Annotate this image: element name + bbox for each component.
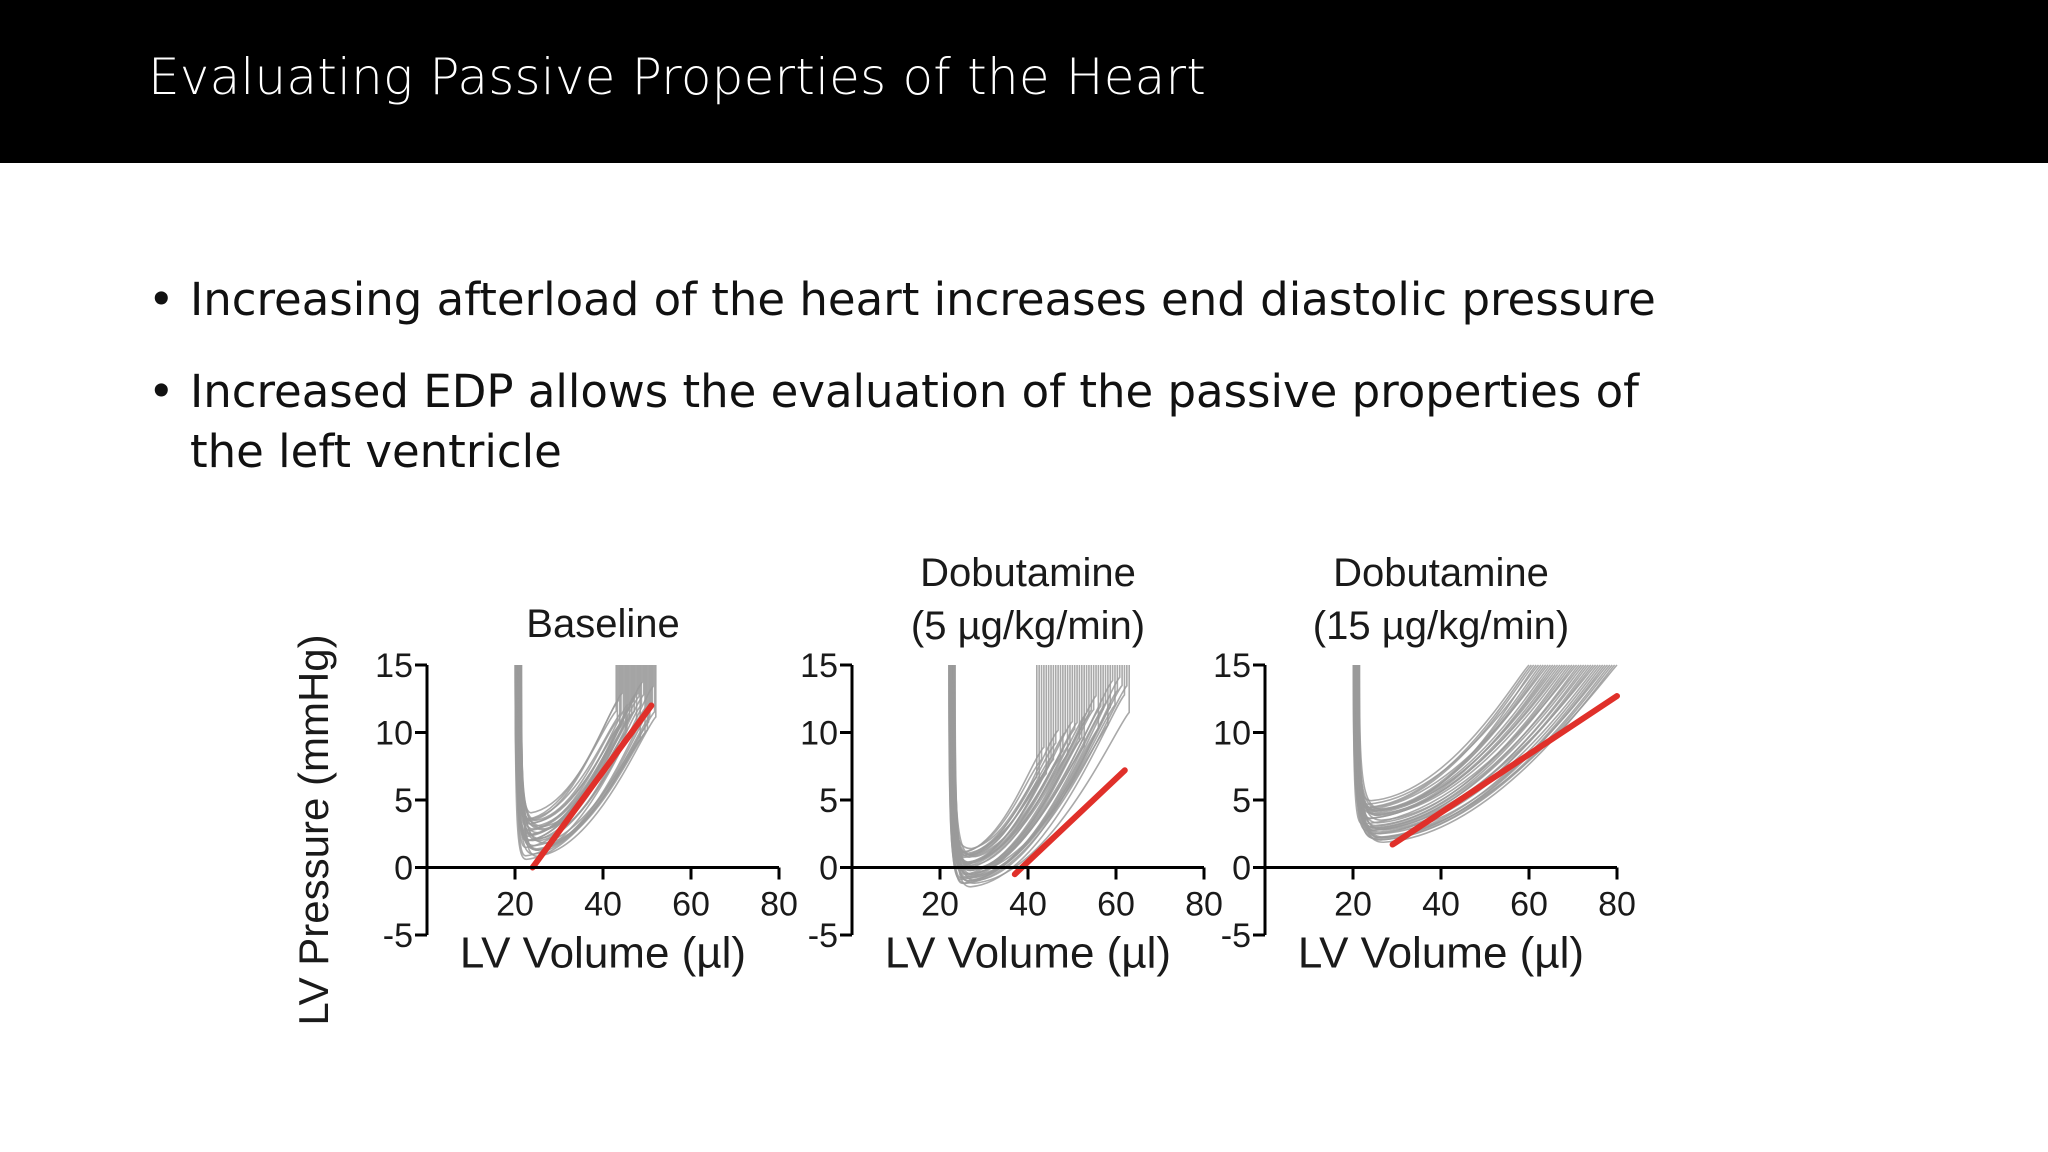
bullet-marker: •	[148, 273, 175, 326]
y-tick-label: -5	[383, 917, 413, 955]
x-tick-label: 40	[1422, 886, 1460, 924]
slide-title: Evaluating Passive Properties of the Hea…	[148, 48, 1207, 106]
x-axis-label: LV Volume (µl)	[1298, 929, 1584, 978]
pv-loop-trace	[948, 664, 1128, 885]
pv-loop-trace	[949, 664, 1116, 880]
y-tick-label: 10	[800, 715, 838, 753]
x-tick-label: 20	[921, 886, 959, 924]
pv-loop-trace	[519, 664, 646, 850]
x-tick-label: 60	[672, 886, 710, 924]
bullet-item: • Increased EDP allows the evaluation of…	[148, 362, 1708, 482]
pv-loop-trace	[1352, 664, 1578, 825]
edpvr-fit-line	[529, 702, 655, 871]
x-tick-label: 60	[1097, 886, 1135, 924]
y-tick-label: 5	[394, 782, 413, 820]
y-tick-label: -5	[1221, 917, 1251, 955]
chart-title: Baseline	[526, 602, 679, 646]
edpvr-fit-line	[1011, 767, 1128, 878]
pv-loop-trace	[952, 664, 1126, 888]
pv-loop-trace	[514, 664, 656, 861]
x-tick-label: 40	[1009, 886, 1047, 924]
slide-header: Evaluating Passive Properties of the Hea…	[0, 0, 2048, 163]
pv-loop-trace	[950, 664, 1055, 855]
chart-title: Dobutamine	[920, 551, 1136, 595]
y-tick-label: 5	[1232, 782, 1251, 820]
bullet-item: • Increasing afterload of the heart incr…	[148, 270, 1708, 330]
x-tick-label: 40	[584, 886, 622, 924]
x-tick-label: 80	[760, 886, 798, 924]
y-tick-label: 15	[800, 647, 838, 685]
chart-panel-1: Baseline -5 0 5 10 15 20 40 60 80 LV Volume (µl) LV…	[290, 602, 798, 1026]
chart-title: (15 µg/kg/min)	[1313, 604, 1569, 648]
x-tick-label: 20	[1334, 886, 1372, 924]
bullet-text: Increasing afterload of the heart increa…	[190, 273, 1656, 326]
bullet-text: Increased EDP allows the evaluation of t…	[190, 365, 1639, 478]
y-tick-label: 10	[375, 715, 413, 753]
x-axis-label: LV Volume (µl)	[885, 929, 1171, 978]
y-tick-label: -5	[808, 917, 838, 955]
chart-panel-3: Dobutamine (15 µg/kg/min) -5 0 5 10 15 20 40 60 80…	[1213, 551, 1636, 978]
y-tick-label: 15	[1213, 647, 1251, 685]
y-tick-label: 15	[375, 647, 413, 685]
chart-title: (5 µg/kg/min)	[911, 604, 1145, 648]
pv-loop-trace	[515, 664, 655, 857]
x-tick-label: 80	[1185, 886, 1223, 924]
pv-loop-trace	[950, 664, 1130, 885]
pv-loop-trace	[516, 664, 653, 851]
y-tick-label: 0	[1232, 850, 1251, 888]
pv-loop-trace	[1353, 664, 1549, 812]
chart-panel-2: Dobutamine (5 µg/kg/min) -5 0 5 10 15 20 40 60 80 L…	[800, 551, 1223, 978]
y-tick-label: 10	[1213, 715, 1251, 753]
x-tick-label: 60	[1510, 886, 1548, 924]
pv-loop-trace	[1355, 664, 1618, 840]
y-tick-label: 0	[394, 850, 413, 888]
y-tick-label: 5	[819, 782, 838, 820]
chart-title: Dobutamine	[1333, 551, 1549, 595]
bullet-list: • Increasing afterload of the heart incr…	[148, 270, 1708, 514]
x-axis-label: LV Volume (µl)	[460, 929, 746, 978]
y-axis-label: LV Pressure (mmHg)	[290, 634, 337, 1025]
pv-loop-figure: Baseline -5 0 5 10 15 20 40 60 80 LV Volume (µl) LV…	[290, 551, 1636, 1026]
x-tick-label: 20	[496, 886, 534, 924]
y-tick-label: 0	[819, 850, 838, 888]
x-tick-label: 80	[1598, 886, 1636, 924]
bullet-marker: •	[148, 365, 175, 418]
edpvr-fit-line	[1389, 693, 1620, 848]
